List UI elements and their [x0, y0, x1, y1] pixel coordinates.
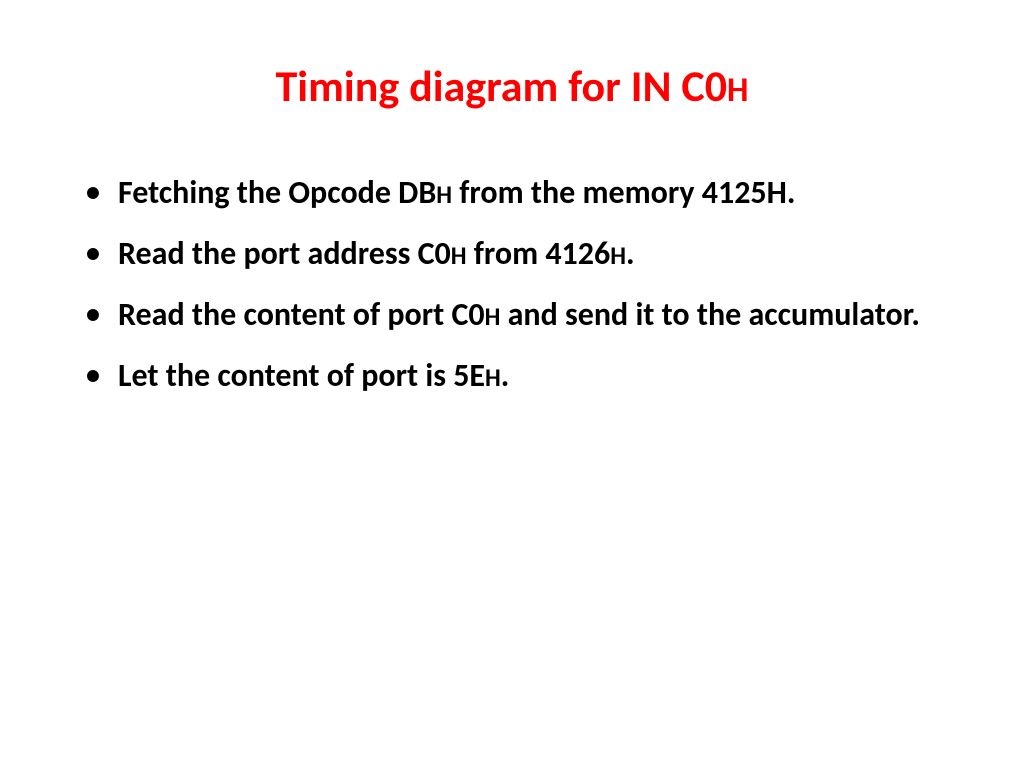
bullet-text-small: H	[485, 301, 501, 332]
bullet-text-small: H	[610, 240, 626, 271]
list-item: Let the content of port is 5EH.	[82, 354, 954, 397]
bullet-text-small: H	[436, 179, 452, 210]
bullet-text: and send it to the accumulator.	[500, 295, 919, 334]
bullet-text: .	[501, 356, 510, 395]
bullet-text-small: H	[485, 362, 501, 393]
slide-title: Timing diagram for IN C0H	[70, 60, 954, 113]
bullet-text: from the memory 4125H.	[452, 173, 795, 212]
slide: Timing diagram for IN C0H Fetching the O…	[0, 0, 1024, 768]
title-suffix-small: H	[727, 70, 748, 111]
bullet-text: .	[626, 234, 635, 273]
bullet-text: Fetching the Opcode DB	[118, 173, 436, 212]
bullet-text: from 4126	[467, 234, 611, 273]
list-item: Read the port address C0H from 4126H.	[82, 232, 954, 275]
list-item: Fetching the Opcode DBH from the memory …	[82, 171, 954, 214]
bullet-text: Let the content of port is 5E	[118, 356, 485, 395]
title-main: Timing diagram for IN C0	[276, 59, 728, 113]
list-item: Read the content of port C0H and send it…	[82, 293, 954, 336]
bullet-text-small: H	[451, 240, 467, 271]
bullet-text: Read the content of port C0	[118, 295, 485, 334]
bullet-text: Read the port address C0	[118, 234, 451, 273]
bullet-list: Fetching the Opcode DBH from the memory …	[70, 171, 954, 398]
